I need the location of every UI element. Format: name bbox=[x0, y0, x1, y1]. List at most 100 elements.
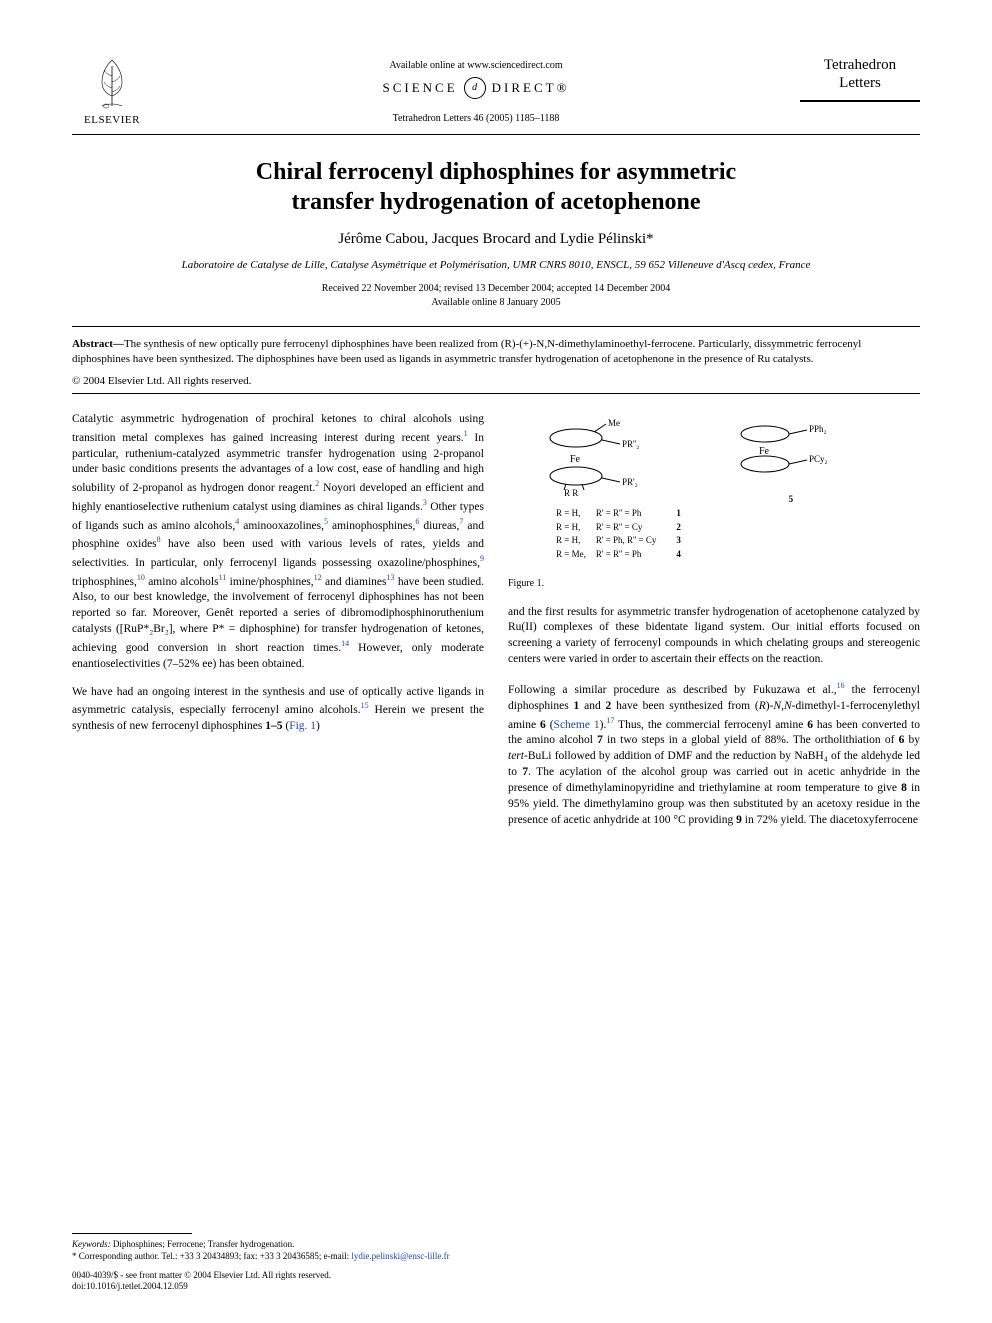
table-row: R = Me,R' = R'' = Ph4 bbox=[556, 549, 689, 561]
body-para-4: Following a similar procedure as describ… bbox=[508, 680, 920, 828]
corr-text: * Corresponding author. Tel.: +33 3 2043… bbox=[72, 1251, 351, 1261]
title-line-1: Chiral ferrocenyl diphosphines for asymm… bbox=[256, 159, 736, 185]
t: aminooxazolines, bbox=[239, 519, 324, 531]
sd-left: SCIENCE bbox=[383, 80, 458, 96]
figure-1-box: Fe Me PR''₂ PR'₂ R R R = H,R' = R'' = Ph… bbox=[508, 412, 920, 571]
ferrocene-structure-1: Fe Me PR''₂ PR'₂ R R bbox=[534, 416, 664, 502]
compound-5-label: 5 bbox=[731, 494, 851, 506]
c: R' = Ph, R'' = Cy bbox=[596, 535, 665, 547]
t: by bbox=[904, 734, 920, 746]
structure-right: Fe PPh₂ PCy₂ 5 bbox=[731, 416, 851, 506]
issn-line: 0040-4039/$ - see front matter © 2004 El… bbox=[72, 1270, 331, 1282]
abstract-label: Abstract— bbox=[72, 338, 124, 350]
t: Thus, the commercial ferrocenyl amine bbox=[614, 718, 807, 730]
it: N,N bbox=[773, 700, 791, 712]
elsevier-tree-icon bbox=[84, 56, 140, 112]
t: and diamines bbox=[322, 576, 387, 588]
c: R = Me, bbox=[556, 549, 594, 561]
ref-9[interactable]: 9 bbox=[480, 554, 484, 563]
structure-left: Fe Me PR''₂ PR'₂ R R R = H,R' = R'' = Ph… bbox=[534, 416, 691, 563]
it: tert bbox=[508, 750, 524, 762]
c: R' = R'' = Ph bbox=[596, 549, 665, 561]
abstract-bottom-rule bbox=[72, 393, 920, 394]
compound-range: 1–5 bbox=[265, 720, 282, 732]
publisher-block: ELSEVIER bbox=[72, 56, 152, 126]
header-center: Available online at www.sciencedirect.co… bbox=[152, 56, 800, 124]
keywords-line: Keywords: Diphosphines; Ferrocene; Trans… bbox=[72, 1238, 472, 1251]
publisher-name: ELSEVIER bbox=[84, 114, 140, 126]
t: in two steps in a global yield of 88%. T… bbox=[603, 734, 899, 746]
email-link[interactable]: lydie.pelinski@ensc-lille.fr bbox=[351, 1251, 449, 1261]
journal-block: Tetrahedron Letters bbox=[800, 56, 920, 102]
svg-text:R R: R R bbox=[564, 488, 578, 498]
t: imine/phosphines, bbox=[226, 576, 313, 588]
scheme-1-link[interactable]: Scheme 1 bbox=[554, 718, 600, 730]
header-row: ELSEVIER Available online at www.science… bbox=[72, 56, 920, 126]
c: 1 bbox=[666, 508, 689, 520]
t: diureas, bbox=[419, 519, 459, 531]
t: in 72% yield. The diacetoxyferrocene bbox=[742, 814, 918, 826]
available-online-text: Available online at www.sciencedirect.co… bbox=[152, 60, 800, 71]
doi-line: doi:10.1016/j.tetlet.2004.12.059 bbox=[72, 1281, 331, 1293]
journal-name-2: Letters bbox=[800, 74, 920, 92]
svg-text:Me: Me bbox=[608, 418, 620, 428]
article-title: Chiral ferrocenyl diphosphines for asymm… bbox=[112, 157, 880, 217]
footnotes: Keywords: Diphosphines; Ferrocene; Trans… bbox=[72, 1233, 472, 1263]
svg-text:PPh₂: PPh₂ bbox=[809, 424, 827, 434]
sd-right: DIRECT® bbox=[492, 80, 570, 96]
abstract-block: Abstract—The synthesis of new optically … bbox=[72, 337, 920, 367]
keywords-text: Diphosphines; Ferrocene; Transfer hydrog… bbox=[111, 1239, 295, 1249]
ref-10[interactable]: 10 bbox=[137, 573, 145, 582]
body-para-1: Catalytic asymmetric hydrogenation of pr… bbox=[72, 412, 484, 673]
r-substituent-table: R = H,R' = R'' = Ph1 R = H,R' = R'' = Cy… bbox=[554, 506, 691, 563]
t: Catalytic asymmetric hydrogenation of pr… bbox=[72, 413, 484, 444]
sciencedirect-logo: SCIENCE d DIRECT® bbox=[152, 77, 800, 99]
t: ) bbox=[316, 720, 320, 732]
abstract-text: The synthesis of new optically pure ferr… bbox=[72, 338, 861, 365]
t: Following a similar procedure as describ… bbox=[508, 684, 837, 696]
t: aminophosphines, bbox=[328, 519, 415, 531]
figure-1-caption: Figure 1. bbox=[508, 577, 920, 591]
sd-at-icon: d bbox=[464, 77, 486, 99]
t: amino alcohols bbox=[145, 576, 219, 588]
t: . The acylation of the alcohol group was… bbox=[508, 766, 920, 794]
c: R = H, bbox=[556, 522, 594, 534]
c: 4 bbox=[666, 549, 689, 561]
ferrocene-structure-2: Fe PPh₂ PCy₂ bbox=[731, 416, 851, 486]
title-line-2: transfer hydrogenation of acetophenone bbox=[291, 189, 700, 215]
fig-1-link[interactable]: Fig. 1 bbox=[289, 720, 316, 732]
ref-12[interactable]: 12 bbox=[314, 573, 322, 582]
copyright-line: © 2004 Elsevier Ltd. All rights reserved… bbox=[72, 375, 920, 387]
ref-15[interactable]: 15 bbox=[361, 701, 369, 710]
c: R' = R'' = Ph bbox=[596, 508, 665, 520]
t: triphosphines, bbox=[72, 576, 137, 588]
keywords-label: Keywords: bbox=[72, 1239, 111, 1249]
c: R = H, bbox=[556, 535, 594, 547]
footer-left: 0040-4039/$ - see front matter © 2004 El… bbox=[72, 1270, 331, 1293]
figure-structures: Fe Me PR''₂ PR'₂ R R R = H,R' = R'' = Ph… bbox=[514, 416, 920, 563]
t: ( bbox=[546, 718, 554, 730]
ref-14[interactable]: 14 bbox=[341, 639, 349, 648]
t: and bbox=[579, 700, 605, 712]
authors: Jérôme Cabou, Jacques Brocard and Lydie … bbox=[72, 231, 920, 248]
affiliation: Laboratoire de Catalyse de Lille, Cataly… bbox=[152, 258, 840, 272]
journal-name-1: Tetrahedron bbox=[800, 56, 920, 74]
svg-text:PCy₂: PCy₂ bbox=[809, 454, 828, 464]
citation-line: Tetrahedron Letters 46 (2005) 1185–1188 bbox=[152, 113, 800, 124]
svg-text:PR'₂: PR'₂ bbox=[622, 477, 638, 487]
footnote-rule bbox=[72, 1233, 192, 1234]
c: R' = R'' = Cy bbox=[596, 522, 665, 534]
body-para-2: We have had an ongoing interest in the s… bbox=[72, 685, 484, 735]
body-para-3: and the first results for asymmetric tra… bbox=[508, 605, 920, 668]
ref-16[interactable]: 16 bbox=[837, 681, 845, 690]
dates: Received 22 November 2004; revised 13 De… bbox=[72, 282, 920, 310]
left-column: Catalytic asymmetric hydrogenation of pr… bbox=[72, 412, 484, 840]
svg-text:Fe: Fe bbox=[759, 446, 770, 457]
two-column-body: Catalytic asymmetric hydrogenation of pr… bbox=[72, 412, 920, 840]
dates-line-2: Available online 8 January 2005 bbox=[431, 297, 560, 308]
top-rule bbox=[72, 134, 920, 135]
t: have been synthesized from ( bbox=[611, 700, 758, 712]
abstract-top-rule bbox=[72, 326, 920, 327]
it: R bbox=[759, 700, 766, 712]
c: R = H, bbox=[556, 508, 594, 520]
